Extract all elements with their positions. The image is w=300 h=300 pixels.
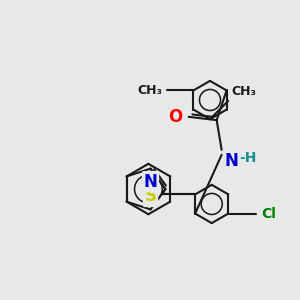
Text: -H: -H <box>240 151 257 165</box>
Text: O: O <box>168 108 183 126</box>
Text: CH₃: CH₃ <box>137 84 162 97</box>
Text: N: N <box>144 172 158 190</box>
Text: N: N <box>225 152 238 170</box>
Text: Cl: Cl <box>261 206 276 220</box>
Text: S: S <box>145 188 157 206</box>
Text: CH₃: CH₃ <box>231 85 256 98</box>
